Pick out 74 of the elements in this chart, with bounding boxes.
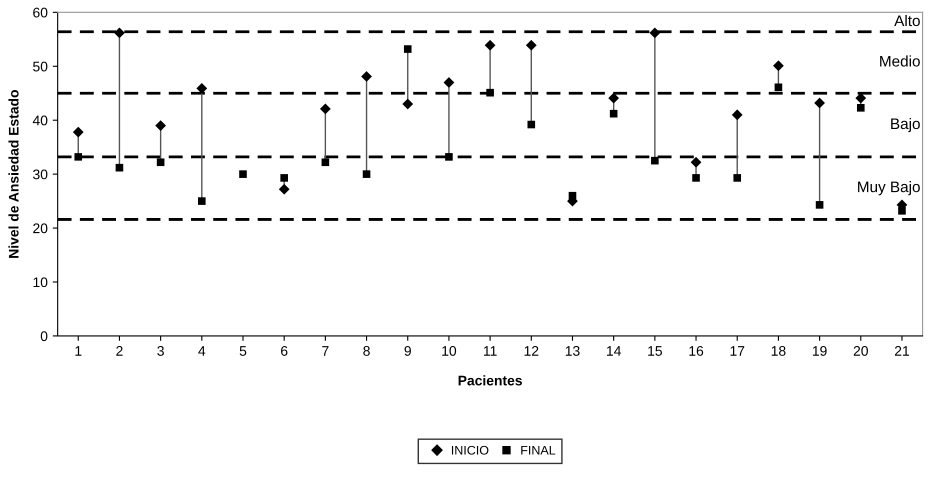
point — [239, 170, 247, 178]
point — [280, 174, 288, 182]
x-axis-title: Pacientes — [458, 375, 522, 386]
point — [484, 40, 496, 51]
annotation: Muy Bajo — [858, 181, 920, 196]
x-tick-label: 7 — [322, 346, 329, 356]
x-tick-label: 17 — [730, 346, 744, 356]
x-tick-label: 14 — [607, 346, 621, 356]
x-tick-label: 18 — [772, 346, 786, 356]
point — [856, 104, 865, 112]
point — [322, 158, 330, 166]
x-tick-label: 11 — [484, 346, 497, 356]
point — [608, 92, 620, 104]
point — [74, 153, 82, 161]
point — [774, 84, 782, 92]
point — [320, 104, 331, 114]
point — [816, 201, 824, 209]
point — [156, 158, 164, 166]
point — [278, 184, 290, 195]
x-tick-label: 6 — [281, 346, 288, 356]
point — [610, 110, 618, 118]
point — [116, 164, 124, 172]
x-tick-label: 4 — [198, 346, 206, 356]
x-tick-label: 9 — [404, 346, 411, 356]
x-tick-label: 19 — [812, 346, 827, 356]
y-tick-label: 30 — [33, 169, 48, 180]
y-tick-label: 0 — [40, 331, 48, 342]
x-tick-label: 16 — [689, 346, 704, 356]
annotation: Alto — [894, 14, 920, 26]
point — [445, 153, 453, 161]
point — [362, 170, 370, 178]
y-tick-label: 40 — [32, 116, 48, 126]
point — [814, 98, 825, 108]
legend-label: FINAL — [521, 446, 556, 455]
point — [526, 40, 537, 51]
point — [196, 83, 208, 94]
point — [649, 27, 660, 38]
x-tick-label: 21 — [894, 346, 910, 356]
point — [155, 120, 166, 131]
point — [733, 174, 742, 182]
y-tick-label: 20 — [33, 223, 48, 234]
point — [732, 109, 743, 120]
point — [692, 174, 700, 182]
x-tick-label: 2 — [116, 346, 123, 356]
point — [568, 192, 576, 200]
x-tick-label: 5 — [240, 346, 246, 356]
point — [898, 207, 906, 215]
point — [402, 98, 414, 110]
point — [486, 88, 494, 97]
point — [114, 27, 125, 38]
point — [198, 197, 206, 205]
x-tick-label: 12 — [524, 346, 538, 356]
point — [404, 45, 412, 53]
x-tick-label: 20 — [854, 346, 868, 356]
point — [527, 120, 536, 128]
point — [773, 60, 784, 72]
x-tick-label: 8 — [363, 346, 370, 356]
point — [361, 71, 372, 82]
y-tick-label: 10 — [34, 277, 48, 288]
x-tick-label: 10 — [442, 346, 456, 356]
x-tick-label: 1 — [75, 346, 82, 356]
x-tick-label: 13 — [566, 346, 580, 356]
point — [72, 126, 84, 138]
point — [690, 156, 702, 168]
annotation: Medio — [880, 55, 920, 67]
annotation: Bajo — [891, 118, 920, 132]
point — [651, 156, 659, 164]
x-tick-label: 3 — [157, 346, 164, 356]
x-tick-label: 15 — [648, 346, 662, 356]
y-tick-label: 60 — [33, 8, 48, 18]
y-tick-label: 50 — [33, 62, 48, 72]
point — [444, 77, 454, 88]
legend-label: INICIO — [452, 446, 488, 455]
y-axis-title: Nivel de Ansiedad Estado — [8, 90, 19, 258]
